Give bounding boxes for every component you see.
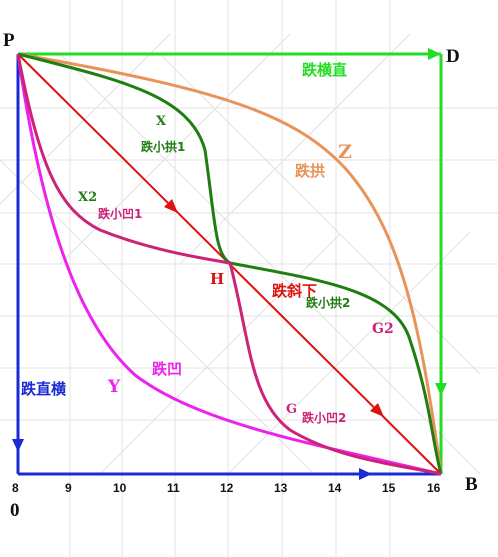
arrow-down-icon <box>12 439 24 452</box>
x-tick-label: 11 <box>167 481 180 495</box>
gong-curve <box>17 52 443 475</box>
xiao-ao-1-label: 跌小凹1 <box>98 206 142 221</box>
xiao-ao-2-tag: G <box>286 402 297 417</box>
xiao-gong-2-label: 跌小拱2 <box>306 295 350 310</box>
ao-label: 跌凹 <box>152 360 182 378</box>
arrow-right-icon <box>428 48 441 60</box>
point-p-label: P <box>3 30 15 51</box>
heng-zhi-label: 跌横直 <box>302 61 347 79</box>
xiao-ao-1-tag: X2 <box>78 190 97 205</box>
xie-xia-label: 跌斜下 <box>272 282 317 300</box>
x-tick-label: 13 <box>274 481 288 495</box>
gong-label: 跌拱 <box>295 162 325 180</box>
zhi-heng-label: 跌直横 <box>21 380 67 398</box>
x-axis-ticks: 8 9 10 11 12 13 14 15 16 <box>12 481 441 495</box>
x-tick-label: 10 <box>113 481 127 495</box>
x-tick-label: 15 <box>382 481 396 495</box>
ao-tag: Y <box>107 377 121 397</box>
xiao-ao-2-label: 跌小凹2 <box>302 410 346 425</box>
gong-tag: Z <box>338 141 352 163</box>
x-tick-label: 12 <box>220 481 234 495</box>
heng-zhi-path <box>18 48 447 474</box>
zhi-heng-path <box>12 54 441 480</box>
xiao-gong-1-tag: X <box>156 114 167 129</box>
point-h-label: H <box>210 270 224 288</box>
x-tick-label: 8 <box>12 481 19 495</box>
arrow-right-icon <box>359 468 372 480</box>
xiao-ao-2-curve <box>228 262 442 476</box>
arrow-down-icon <box>435 383 447 396</box>
point-o-label: 0 <box>10 500 20 521</box>
point-b-label: B <box>465 474 478 495</box>
arrow-diagonal-icon <box>370 403 384 417</box>
x-tick-label: 9 <box>65 481 72 495</box>
xiao-gong-1-label: 跌小拱1 <box>141 139 185 154</box>
xiao-gong-2-tag: G2 <box>372 321 394 337</box>
xiao-ao-1-curve <box>16 53 231 265</box>
x-tick-label: 14 <box>328 481 342 495</box>
arrow-diagonal-icon <box>164 199 178 213</box>
x-tick-label: 16 <box>427 481 441 495</box>
xiao-gong-2-curve <box>229 261 443 475</box>
point-d-label: D <box>446 46 460 67</box>
xiao-gong-1-curve <box>17 52 231 265</box>
